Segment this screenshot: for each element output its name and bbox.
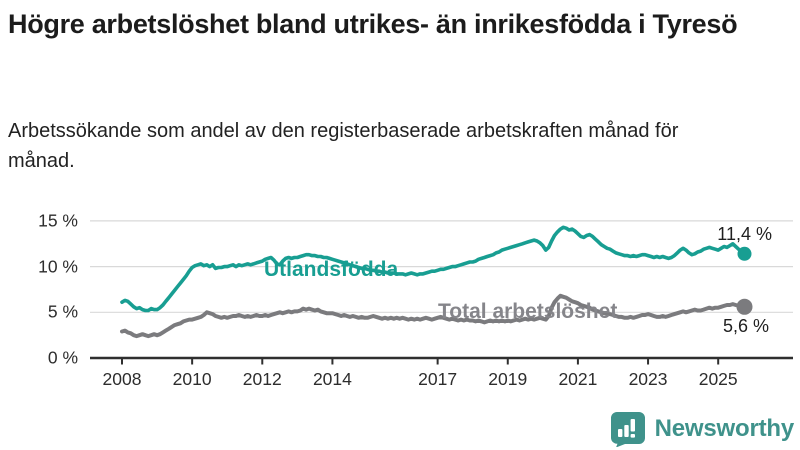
x-tick-label-2025: 2025 xyxy=(698,369,738,389)
x-tick-label-2019: 2019 xyxy=(488,369,528,389)
page-subtitle: Arbetssökande som andel av den registerb… xyxy=(8,120,679,172)
x-tick-label-2021: 2021 xyxy=(558,369,598,389)
x-tick-label-2017: 2017 xyxy=(418,369,458,389)
x-tick-label-2012: 2012 xyxy=(242,369,282,389)
total-end-dot xyxy=(736,298,753,315)
newsworthy-brand-name: Newsworthy xyxy=(654,414,795,442)
y-tick-label-0: 0 % xyxy=(47,347,78,368)
x-tick-label-2010: 2010 xyxy=(172,369,212,389)
gridlines xyxy=(90,220,793,360)
end-value-label-utlandsfodda: 11,4 % xyxy=(717,224,772,244)
x-tick-label-2008: 2008 xyxy=(102,369,142,389)
series-label-total-arbetsloshet: Total arbetslöshet xyxy=(438,300,618,323)
series-label-utlandsfodda: Utlandsfödda xyxy=(264,258,399,281)
line-chart xyxy=(90,220,793,365)
newsworthy-brand-link[interactable]: Newsworthy xyxy=(609,410,794,447)
page-title: Högre arbetslöshet bland utrikes- än inr… xyxy=(8,9,738,39)
utlandsfodda-end-dot xyxy=(737,246,752,261)
end-value-label-total: 5,6 % xyxy=(722,316,769,336)
y-tick-label-10: 10 % xyxy=(38,256,78,277)
x-tick-label-2014: 2014 xyxy=(312,369,352,389)
newsworthy-logo-icon xyxy=(610,412,645,447)
x-tick-label-2023: 2023 xyxy=(628,369,668,389)
y-tick-label-15: 15 % xyxy=(38,210,78,231)
utlandsfodda-line xyxy=(120,225,747,313)
y-tick-label-5: 5 % xyxy=(47,301,78,322)
total-arbetsloshet-line xyxy=(120,293,747,339)
x-axis-ticks xyxy=(121,358,720,365)
